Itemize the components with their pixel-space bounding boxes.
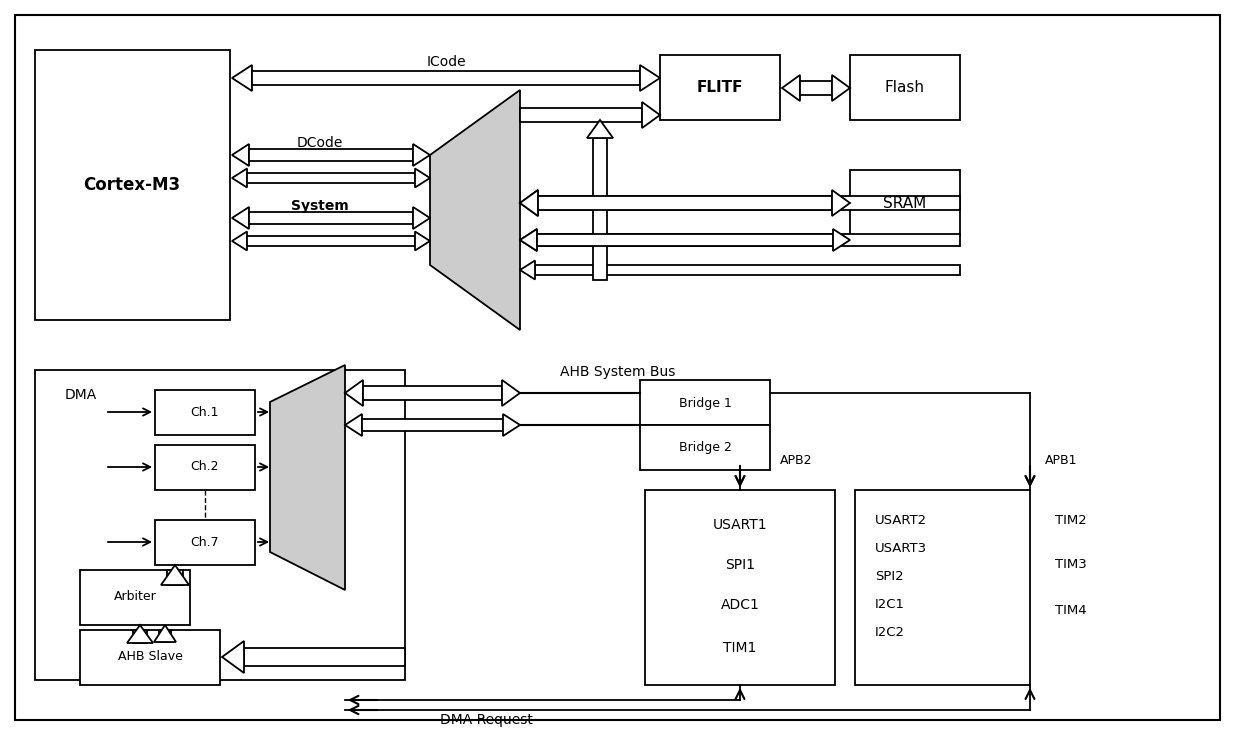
Text: FLITF: FLITF	[697, 81, 743, 95]
FancyBboxPatch shape	[535, 265, 960, 275]
FancyBboxPatch shape	[800, 81, 832, 95]
FancyBboxPatch shape	[660, 55, 780, 120]
Polygon shape	[232, 144, 248, 166]
Text: USART1: USART1	[713, 518, 768, 532]
Text: I2C1: I2C1	[875, 597, 905, 611]
Text: Cortex-M3: Cortex-M3	[84, 176, 180, 194]
Text: Ch.7: Ch.7	[190, 536, 219, 548]
Polygon shape	[269, 365, 345, 590]
Text: AHB Slave: AHB Slave	[117, 650, 183, 664]
FancyBboxPatch shape	[252, 71, 640, 85]
FancyBboxPatch shape	[593, 138, 607, 280]
Polygon shape	[232, 65, 252, 91]
Polygon shape	[232, 231, 247, 250]
Text: Bridge 2: Bridge 2	[679, 441, 732, 454]
Text: Ch.1: Ch.1	[190, 405, 219, 418]
Polygon shape	[415, 169, 430, 187]
FancyBboxPatch shape	[154, 520, 255, 565]
FancyBboxPatch shape	[536, 234, 960, 246]
Polygon shape	[161, 565, 189, 585]
FancyBboxPatch shape	[80, 570, 190, 625]
FancyBboxPatch shape	[35, 50, 230, 320]
FancyBboxPatch shape	[248, 149, 413, 161]
Polygon shape	[413, 207, 430, 229]
Text: TIM2: TIM2	[1056, 514, 1086, 526]
FancyBboxPatch shape	[362, 419, 503, 431]
Polygon shape	[345, 380, 363, 406]
FancyBboxPatch shape	[855, 490, 1030, 685]
FancyBboxPatch shape	[538, 196, 832, 210]
FancyBboxPatch shape	[645, 490, 836, 685]
Polygon shape	[520, 229, 536, 251]
Polygon shape	[232, 207, 248, 229]
FancyBboxPatch shape	[243, 648, 405, 666]
Polygon shape	[640, 65, 660, 91]
Text: I2C2: I2C2	[875, 625, 905, 639]
Text: Arbiter: Arbiter	[114, 590, 157, 603]
FancyBboxPatch shape	[536, 234, 833, 246]
Polygon shape	[222, 641, 243, 673]
FancyBboxPatch shape	[80, 630, 220, 685]
FancyBboxPatch shape	[159, 630, 171, 642]
Polygon shape	[520, 190, 538, 216]
FancyBboxPatch shape	[247, 236, 415, 246]
Text: USART2: USART2	[875, 514, 927, 526]
Polygon shape	[641, 102, 660, 128]
Polygon shape	[520, 229, 536, 251]
Text: DMA: DMA	[66, 388, 98, 402]
Polygon shape	[832, 75, 850, 101]
Text: ICode: ICode	[426, 55, 466, 69]
FancyBboxPatch shape	[154, 445, 255, 490]
Text: ADC1: ADC1	[721, 598, 759, 612]
Text: USART3: USART3	[875, 542, 927, 554]
Polygon shape	[430, 90, 520, 330]
FancyBboxPatch shape	[154, 390, 255, 435]
Text: SRAM: SRAM	[884, 195, 927, 211]
FancyBboxPatch shape	[363, 386, 502, 400]
FancyBboxPatch shape	[15, 15, 1220, 720]
FancyBboxPatch shape	[247, 173, 415, 183]
FancyBboxPatch shape	[35, 370, 405, 680]
Text: Bridge 1: Bridge 1	[679, 396, 732, 410]
Polygon shape	[232, 169, 247, 187]
Text: Flash: Flash	[885, 81, 925, 95]
Polygon shape	[782, 75, 800, 101]
FancyBboxPatch shape	[538, 196, 960, 210]
FancyBboxPatch shape	[850, 170, 960, 235]
Text: DMA Request: DMA Request	[440, 713, 533, 727]
Text: TIM3: TIM3	[1056, 559, 1086, 572]
Polygon shape	[154, 625, 176, 642]
Polygon shape	[345, 414, 362, 436]
Polygon shape	[413, 144, 430, 166]
Polygon shape	[520, 190, 538, 216]
Text: TIM4: TIM4	[1056, 603, 1086, 617]
FancyBboxPatch shape	[850, 55, 960, 120]
Polygon shape	[503, 414, 520, 436]
Text: SPI2: SPI2	[875, 570, 904, 583]
FancyBboxPatch shape	[133, 630, 147, 643]
FancyBboxPatch shape	[640, 425, 770, 470]
Text: TIM1: TIM1	[723, 641, 756, 655]
Polygon shape	[832, 190, 850, 216]
FancyBboxPatch shape	[520, 108, 641, 122]
Text: Ch.2: Ch.2	[190, 460, 219, 473]
Text: AHB System Bus: AHB System Bus	[560, 365, 675, 379]
Polygon shape	[520, 261, 535, 280]
Text: DCode: DCode	[297, 136, 344, 150]
Polygon shape	[415, 231, 430, 250]
FancyBboxPatch shape	[640, 380, 770, 425]
Polygon shape	[587, 120, 613, 138]
Text: SPI1: SPI1	[726, 558, 755, 572]
Polygon shape	[833, 229, 850, 251]
Text: APB1: APB1	[1044, 454, 1078, 467]
Polygon shape	[502, 380, 520, 406]
FancyBboxPatch shape	[167, 570, 183, 585]
Polygon shape	[127, 625, 153, 643]
Text: System: System	[292, 199, 349, 213]
FancyBboxPatch shape	[248, 212, 413, 224]
Text: APB2: APB2	[780, 454, 812, 467]
